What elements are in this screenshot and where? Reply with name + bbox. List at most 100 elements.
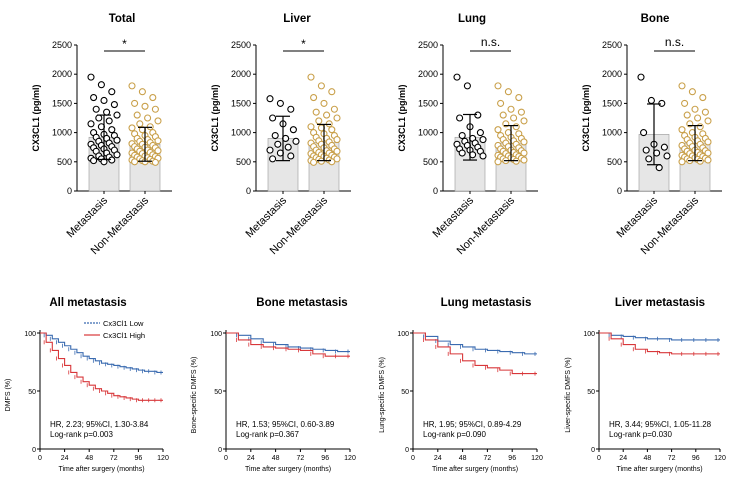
y-tick-label: 0 xyxy=(617,186,622,196)
y-axis-label: CX3CL1 (pg/ml) xyxy=(210,84,220,151)
data-point xyxy=(87,120,95,128)
y-tick-label: 100 xyxy=(397,331,409,338)
data-point xyxy=(494,126,502,134)
data-point xyxy=(660,143,668,151)
y-tick-label: 2000 xyxy=(602,69,622,79)
hr-statistic: HR, 1.95; 95%CI, 0.89-4.29 xyxy=(423,420,522,429)
chart-title: Bone metastasis xyxy=(256,297,347,309)
data-point xyxy=(315,117,323,125)
significance-label: n.s. xyxy=(665,35,684,49)
data-point xyxy=(333,147,341,155)
y-tick-label: 100 xyxy=(583,331,595,338)
y-tick-label: 50 xyxy=(214,389,222,396)
data-point xyxy=(678,126,686,134)
chart-title: All metastasis xyxy=(49,297,126,309)
data-point xyxy=(520,138,528,146)
data-point xyxy=(456,114,464,122)
data-point xyxy=(307,123,315,131)
logrank-statistic: Log-rank p=0.090 xyxy=(423,430,486,439)
data-point xyxy=(97,81,105,89)
data-point xyxy=(307,73,315,81)
data-point xyxy=(647,96,655,105)
km-curve-high xyxy=(40,332,163,401)
data-point xyxy=(113,111,121,119)
y-tick-label: 0 xyxy=(218,447,222,454)
y-axis-label: Bone-specific DMFS (%) xyxy=(191,357,198,434)
chart-title: Liver xyxy=(283,13,311,25)
x-tick-label: 120 xyxy=(714,455,726,462)
data-point xyxy=(266,95,274,103)
km-chart-2: Lung metastasis 0 50 100 0 24 48 72 96 120 Time af… xyxy=(379,297,543,473)
data-point xyxy=(494,158,502,166)
data-point xyxy=(105,117,113,125)
data-point xyxy=(136,120,144,128)
y-axis-label: CX3CL1 (pg/ml) xyxy=(397,84,407,151)
y-tick-label: 1500 xyxy=(231,98,251,108)
x-tick-label: 0 xyxy=(411,455,415,462)
data-point xyxy=(151,158,159,166)
data-point xyxy=(688,88,696,96)
y-tick-label: 0 xyxy=(246,186,251,196)
y-tick-label: 1500 xyxy=(418,98,438,108)
y-tick-label: 0 xyxy=(591,447,595,454)
km-curve-high xyxy=(599,332,720,355)
data-point xyxy=(100,96,108,105)
data-point xyxy=(113,136,121,144)
hr-statistic: HR, 2.23; 95%CI, 1.30-3.84 xyxy=(50,420,149,429)
data-point xyxy=(292,137,300,145)
data-point xyxy=(328,126,336,134)
data-point xyxy=(310,158,318,166)
chart-title: Lung xyxy=(458,13,486,25)
data-point xyxy=(271,131,279,140)
data-point xyxy=(640,129,648,137)
logrank-statistic: Log-rank p=0.030 xyxy=(609,430,672,439)
data-point xyxy=(328,88,336,96)
y-tick-label: 2500 xyxy=(602,40,622,50)
x-tick-label: 48 xyxy=(644,455,652,462)
chart-title: Bone xyxy=(641,13,670,25)
x-tick-label: 24 xyxy=(434,455,442,462)
data-point xyxy=(284,143,292,151)
data-point xyxy=(154,137,162,145)
chart-title: Liver metastasis xyxy=(615,297,705,309)
km-curve-high xyxy=(226,332,350,357)
data-point xyxy=(92,105,100,113)
data-point xyxy=(637,73,645,81)
data-point xyxy=(694,114,702,122)
data-point xyxy=(458,149,466,157)
x-tick-label: 72 xyxy=(668,455,676,462)
y-tick-label: 1500 xyxy=(602,98,622,108)
x-tick-label: 48 xyxy=(85,455,93,462)
data-point xyxy=(149,94,157,102)
logrank-statistic: Log-rank p=0.367 xyxy=(236,430,299,439)
data-point xyxy=(333,136,341,144)
data-point xyxy=(512,123,520,131)
data-point xyxy=(141,102,149,110)
y-tick-label: 500 xyxy=(423,157,438,167)
data-point xyxy=(276,99,284,107)
data-point xyxy=(510,114,518,122)
data-point xyxy=(90,94,98,102)
y-tick-label: 50 xyxy=(587,389,595,396)
y-tick-label: 500 xyxy=(236,157,251,167)
data-point xyxy=(128,82,136,90)
data-point xyxy=(330,105,338,113)
x-tick-label: 72 xyxy=(297,455,305,462)
y-tick-label: 1500 xyxy=(52,98,72,108)
data-point xyxy=(520,156,528,164)
data-point xyxy=(131,158,139,166)
data-point xyxy=(110,101,118,109)
significance-label: n.s. xyxy=(481,35,500,49)
data-point xyxy=(154,147,162,155)
data-point xyxy=(701,108,709,116)
y-tick-label: 2500 xyxy=(418,40,438,50)
data-point xyxy=(323,111,331,119)
data-point xyxy=(266,146,274,154)
x-tick-label: 120 xyxy=(531,455,543,462)
data-point xyxy=(645,155,653,163)
